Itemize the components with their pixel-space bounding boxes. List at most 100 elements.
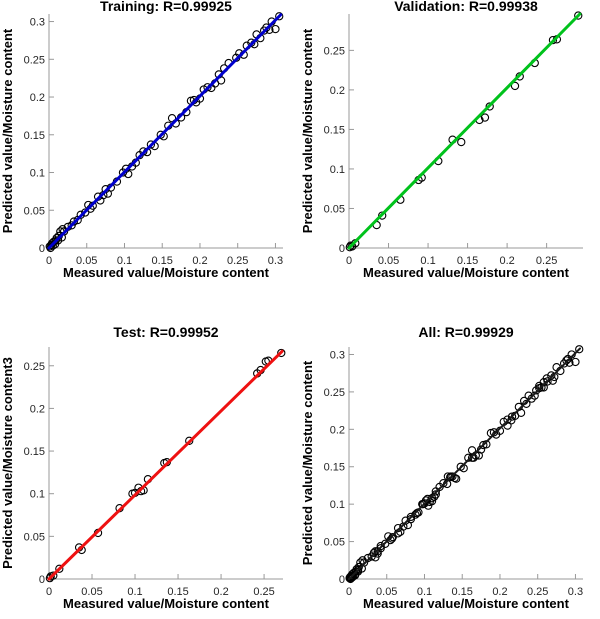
- data-point-marker: [146, 140, 156, 149]
- data-point-marker: [378, 211, 387, 220]
- y-tick-label: 0.25: [324, 387, 345, 399]
- y-tick-label: 0.05: [324, 203, 345, 215]
- x-tick-label: 0.25: [527, 586, 548, 598]
- panel-test: 0 0.05 0.1 0.15 0.2 0.25 0 0.05 0.1 0.15 0.2 0.25 Te…: [0, 310, 300, 619]
- x-axis-label: Measured value/Moisture content: [63, 596, 270, 611]
- x-axis-label: Measured value/Moisture content: [363, 265, 570, 280]
- panel-all: 0 0.05 0.1 0.15 0.2 0.25 0.3 0 0.05 0.1 0.15 0.2 0.2…: [300, 310, 600, 619]
- data-point-marker: [530, 391, 539, 400]
- x-tick-label: 0.05: [76, 255, 97, 267]
- data-point-marker: [185, 436, 194, 445]
- y-tick-label: 0: [39, 574, 45, 586]
- y-tick-label: 0.15: [24, 130, 45, 142]
- y-tick-label: 0.1: [330, 499, 345, 511]
- plot-title: Test: R=0.99952: [113, 324, 218, 340]
- y-tick-label: 0.2: [330, 85, 345, 97]
- data-point-marker: [548, 35, 558, 45]
- x-tick-label: 0.25: [536, 255, 557, 267]
- all-plot: 0 0.05 0.1 0.15 0.2 0.25 0.3 0 0.05 0.1 0.15 0.2 0.2…: [300, 324, 584, 611]
- y-tick-label: 0.1: [330, 164, 345, 176]
- x-axis-label: Measured value/Moisture content: [63, 265, 270, 280]
- x-tick-label: 0.15: [167, 586, 188, 598]
- x-tick-label: 0.3: [268, 255, 283, 267]
- data-point-marker: [457, 137, 466, 147]
- fit-line: [47, 349, 284, 581]
- x-tick-label: 0.2: [492, 586, 507, 598]
- fit-line: [47, 13, 283, 250]
- data-point-marker: [575, 345, 584, 354]
- data-point-marker: [431, 487, 440, 496]
- x-tick-label: 0.1: [127, 586, 142, 598]
- panel-validation: 0 0.05 0.1 0.15 0.2 0.25 0 0.05 0.1 0.15 0.2 0.25 Va…: [300, 0, 600, 310]
- data-point-marker: [522, 399, 531, 409]
- data-point-marker: [406, 514, 416, 524]
- y-tick-label: 0.2: [330, 424, 345, 436]
- y-tick-label: 0.25: [24, 54, 45, 66]
- x-tick-label: 0.25: [227, 255, 248, 267]
- data-point-marker: [489, 428, 499, 437]
- data-point-marker: [574, 11, 583, 20]
- plot-title: Training: R=0.99925: [100, 0, 232, 14]
- y-tick-label: 0.25: [324, 45, 345, 57]
- x-tick-label: 0.05: [378, 255, 399, 267]
- panel-training: 0 0.05 0.1 0.15 0.2 0.25 0.3 0 0.05 0.1 0.15 0.2 0.2…: [0, 0, 300, 310]
- x-tick-label: 0.05: [376, 586, 397, 598]
- y-tick-label: 0.05: [24, 205, 45, 217]
- y-tick-label: 0: [39, 243, 45, 255]
- data-point-marker: [55, 564, 64, 573]
- y-tick-label: 0.15: [324, 462, 345, 474]
- y-tick-label: 0.2: [30, 403, 45, 415]
- data-point-marker: [371, 547, 380, 556]
- x-tick-label: 0: [46, 586, 52, 598]
- data-point-marker: [76, 210, 85, 219]
- test-plot: 0 0.05 0.1 0.15 0.2 0.25 0 0.05 0.1 0.15 0.2 0.25 Te…: [0, 324, 286, 611]
- x-tick-label: 0.2: [213, 586, 228, 598]
- plot-title: Validation: R=0.99938: [394, 0, 538, 14]
- x-tick-label: 0: [46, 255, 52, 267]
- y-tick-label: 0.05: [324, 537, 345, 549]
- data-point-marker: [448, 472, 457, 481]
- y-axis-label: Predicted value/Moisture content: [0, 28, 15, 233]
- validation-plot: 0 0.05 0.1 0.15 0.2 0.25 0 0.05 0.1 0.15 0.2 0.25 Va…: [300, 0, 583, 280]
- data-point-marker: [510, 81, 520, 91]
- x-tick-label: 0: [346, 255, 352, 267]
- data-point-marker: [358, 556, 367, 565]
- data-point-marker: [203, 83, 212, 92]
- data-point-marker: [485, 102, 494, 111]
- data-point-marker: [406, 512, 416, 522]
- data-point-marker: [439, 479, 448, 488]
- fit-line: [348, 347, 581, 580]
- y-tick-label: 0.1: [30, 168, 45, 180]
- data-point-marker: [563, 354, 573, 364]
- x-tick-label: 0: [346, 586, 352, 598]
- data-point-marker: [516, 408, 526, 418]
- x-tick-label: 0.15: [152, 255, 173, 267]
- data-point-marker: [507, 412, 517, 421]
- data-point-marker: [480, 113, 490, 122]
- x-tick-label: 0.3: [568, 586, 583, 598]
- data-point-marker: [49, 571, 58, 580]
- data-point-marker: [277, 348, 286, 358]
- fit-line: [347, 12, 582, 250]
- data-point-marker: [431, 490, 440, 499]
- x-tick-label: 0.05: [81, 586, 102, 598]
- data-point-marker: [348, 571, 357, 581]
- y-tick-label: 0.15: [24, 446, 45, 458]
- x-tick-label: 0.2: [499, 255, 514, 267]
- data-point-marker: [271, 24, 280, 34]
- x-tick-label: 0.25: [253, 586, 274, 598]
- data-point-marker: [69, 217, 79, 226]
- data-point-marker: [275, 12, 284, 21]
- data-point-marker: [356, 558, 365, 567]
- y-tick-label: 0.25: [24, 361, 45, 373]
- x-axis-label: Measured value/Moisture content: [363, 596, 570, 611]
- y-tick-label: 0: [339, 574, 345, 586]
- data-point-marker: [537, 383, 546, 392]
- plot-title: All: R=0.99929: [418, 324, 514, 340]
- x-tick-label: 0.1: [420, 255, 435, 267]
- y-tick-label: 0.1: [30, 489, 45, 501]
- data-point-marker: [376, 541, 385, 551]
- y-tick-label: 0.2: [30, 92, 45, 104]
- x-tick-label: 0.1: [117, 255, 132, 267]
- y-tick-label: 0.3: [30, 17, 45, 29]
